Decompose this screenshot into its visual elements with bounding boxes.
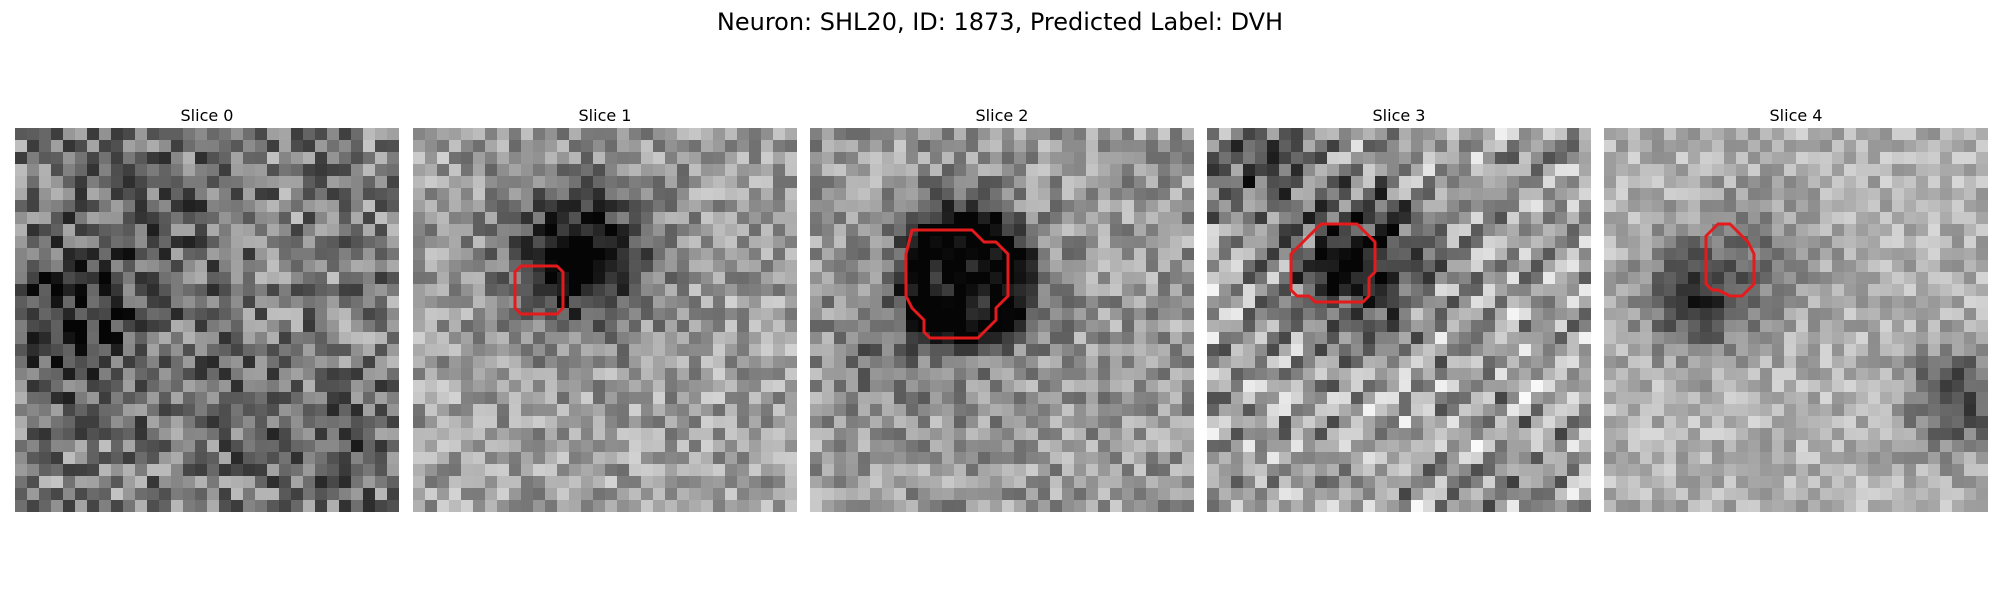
slice-panel-0: Slice 0 (15, 104, 399, 512)
slice-panel-3: Slice 3 (1207, 104, 1591, 512)
slice-panel-2: Slice 2 (810, 104, 1194, 512)
roi-outline (1704, 222, 1756, 298)
slice-title: Slice 2 (975, 106, 1029, 125)
slice-image (1604, 128, 1988, 512)
slice-title: Slice 0 (180, 106, 234, 125)
slice-image (810, 128, 1194, 512)
slice-image (413, 128, 797, 512)
slice-image (1207, 128, 1591, 512)
roi-outline (1289, 222, 1377, 304)
slice-title: Slice 4 (1769, 106, 1823, 125)
slice-panel-1: Slice 1 (413, 104, 797, 512)
roi-outline (513, 264, 565, 316)
slice-image (15, 128, 399, 512)
slice-title: Slice 1 (578, 106, 632, 125)
slice-panel-4: Slice 4 (1604, 104, 1988, 512)
roi-outline (904, 228, 1010, 340)
figure-title: Neuron: SHL20, ID: 1873, Predicted Label… (716, 8, 1284, 36)
slice-title: Slice 3 (1372, 106, 1426, 125)
